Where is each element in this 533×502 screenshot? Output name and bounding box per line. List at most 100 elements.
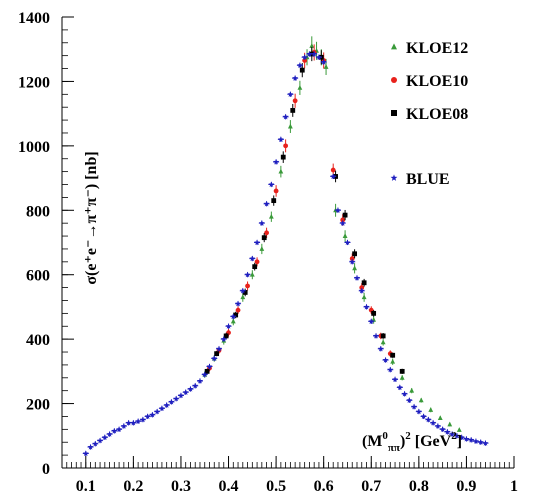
data-point (283, 143, 289, 149)
data-point (354, 274, 360, 281)
data-point (244, 271, 251, 278)
data-point (399, 368, 405, 374)
data-point (447, 421, 453, 427)
data-point (377, 345, 384, 352)
data-marks (82, 36, 489, 457)
data-point (306, 50, 313, 57)
data-point (320, 58, 327, 65)
data-point (434, 423, 441, 429)
x-axis-title-part: 2 (405, 430, 411, 442)
data-point (309, 43, 315, 48)
legend-item-kloe08: KLOE08 (391, 106, 468, 123)
data-point (287, 123, 293, 129)
data-point (311, 50, 318, 57)
series-kloe08 (204, 46, 405, 374)
data-point (363, 303, 370, 310)
data-point (216, 345, 222, 352)
data-point (392, 376, 399, 382)
x-tick-label: 0.1 (76, 478, 96, 495)
x-tick-label: 0.3 (171, 478, 191, 495)
data-point (252, 264, 258, 270)
series-kloe12 (202, 36, 462, 432)
data-point (349, 256, 355, 262)
data-point (149, 411, 156, 418)
legend-marker (390, 174, 398, 181)
data-point (192, 382, 199, 389)
x-tick-label: 0.9 (456, 478, 476, 495)
data-point (430, 419, 437, 426)
data-point (240, 294, 246, 300)
data-point (349, 258, 356, 265)
data-point (456, 427, 462, 432)
x-axis-title-part: 0 (382, 430, 388, 442)
data-point (342, 233, 348, 238)
data-point (182, 389, 189, 395)
legend: KLOE12 KLOE10 KLOE08 BLUE (390, 40, 468, 188)
data-point (82, 450, 89, 457)
data-point (359, 285, 365, 290)
data-point (468, 436, 475, 443)
legend-label: KLOE10 (406, 73, 468, 90)
data-point (268, 181, 275, 188)
legend-marker (391, 43, 397, 50)
data-point (258, 220, 265, 226)
x-axis-title-part: 2 (451, 430, 457, 442)
data-point (463, 435, 470, 442)
x-tick-label: 0.7 (361, 478, 381, 495)
legend-marker (391, 77, 397, 83)
data-point (254, 239, 261, 246)
data-point (187, 385, 194, 392)
data-point (458, 434, 465, 440)
data-point (173, 395, 180, 402)
data-point (380, 333, 386, 339)
data-point (264, 230, 269, 236)
data-point (245, 283, 250, 289)
data-point (334, 207, 341, 213)
data-point (299, 67, 305, 73)
data-point (204, 368, 210, 374)
data-point (130, 419, 137, 426)
data-point (230, 313, 237, 320)
data-point (201, 371, 208, 378)
data-point (287, 91, 294, 97)
data-point (371, 310, 377, 316)
data-point (339, 220, 346, 226)
data-point (387, 366, 394, 373)
x-tick-label: 0.6 (314, 478, 334, 495)
data-point (254, 259, 260, 265)
data-point (230, 318, 236, 324)
y-tick-label: 0 (42, 461, 50, 478)
data-point (330, 167, 336, 173)
data-point (239, 287, 246, 294)
x-axis-title-part: ππ (388, 442, 400, 454)
data-point (415, 408, 422, 415)
data-point (373, 332, 379, 339)
data-point (409, 387, 415, 393)
data-point (168, 398, 175, 405)
data-point (352, 265, 358, 271)
data-point (158, 405, 165, 411)
data-point (437, 415, 443, 420)
data-point (268, 213, 274, 219)
data-point (282, 113, 289, 120)
data-point (453, 432, 460, 439)
data-point (261, 235, 267, 241)
data-point (444, 428, 451, 435)
data-point (390, 358, 396, 364)
legend-item-kloe12: KLOE12 (391, 40, 468, 57)
legend-marker (391, 110, 397, 116)
x-tick-label: 0.8 (409, 478, 429, 495)
data-point (223, 333, 229, 339)
data-point (401, 390, 408, 397)
legend-label: KLOE08 (406, 106, 468, 123)
x-axis-title-part: (M (362, 433, 382, 450)
data-point (177, 392, 184, 399)
data-point (92, 440, 99, 447)
data-point (406, 397, 413, 403)
y-tick-label: 800 (26, 203, 50, 220)
data-point (214, 351, 220, 357)
data-point (273, 158, 280, 165)
data-point (120, 423, 127, 429)
data-point (277, 136, 284, 142)
x-axis-title-part: [GeV (411, 433, 452, 450)
